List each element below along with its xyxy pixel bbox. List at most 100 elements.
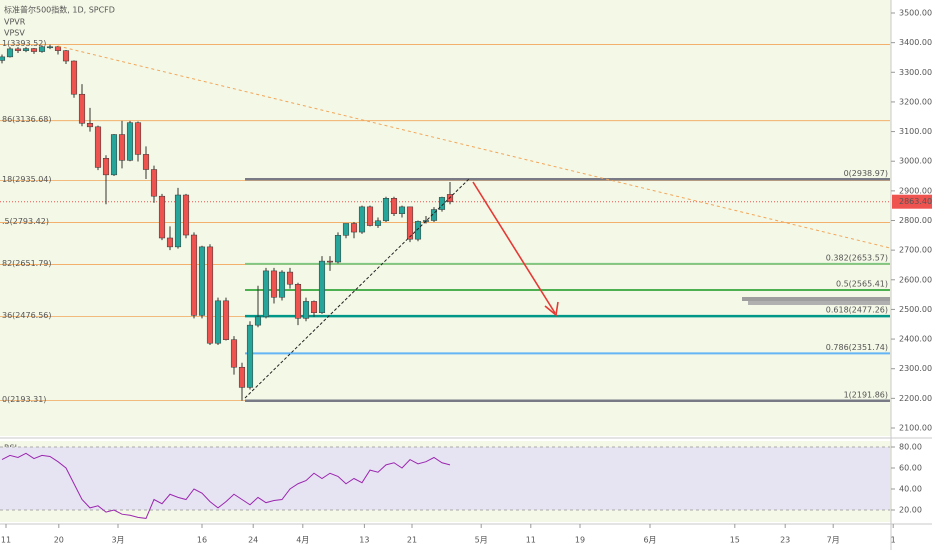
volume-profile <box>742 297 890 301</box>
fib-label: 1(2191.86) <box>844 390 888 399</box>
candle-body <box>158 195 166 239</box>
x-tick-label: 3月 <box>111 536 124 545</box>
candle-body <box>438 197 446 210</box>
candle-body <box>286 271 294 285</box>
candle-body <box>302 301 310 319</box>
x-tick-label: 4月 <box>296 536 309 545</box>
candle-body <box>78 93 86 124</box>
x-tick-label: 5月 <box>475 536 488 545</box>
y-tick-label: 3300.00 <box>899 68 932 77</box>
fib-label: 18(2935.04) <box>2 175 52 184</box>
chart-title: 标准普尔500指数, 1D, SPCFD <box>4 5 115 15</box>
y-tick-label: 3100.00 <box>899 127 932 136</box>
candle-body <box>326 260 334 263</box>
x-tick-label: 7月 <box>827 536 840 545</box>
fib-label: 0.786(2351.74) <box>826 343 888 352</box>
x-tick-label: 19 <box>575 536 585 545</box>
fib-label: 0.618(2477.26) <box>826 306 888 315</box>
x-tick-label: 23 <box>780 536 790 545</box>
y-tick-label: 3500.00 <box>899 9 932 18</box>
candle-body <box>206 246 214 344</box>
candle-body <box>254 316 262 326</box>
candle-body <box>350 223 358 233</box>
candle-body <box>118 134 126 161</box>
candle-body <box>230 339 238 368</box>
candle-body <box>414 221 422 240</box>
plot <box>0 44 890 403</box>
candle-body <box>246 324 254 388</box>
candle-body <box>342 223 350 236</box>
candle-body <box>406 206 414 240</box>
candle-body <box>22 48 30 51</box>
candle-body <box>278 271 286 298</box>
candle-body <box>334 235 342 263</box>
x-tick-label: 11 <box>526 536 536 545</box>
candle-body <box>30 48 38 52</box>
fib-label: 0(2193.31) <box>2 395 46 404</box>
candle-body <box>166 237 174 248</box>
candle-body <box>142 154 150 170</box>
fib-label: .5(2793.42) <box>2 217 49 226</box>
y-tick-label: 2500.00 <box>899 305 932 314</box>
fib-label: 86(3136.68) <box>2 115 52 124</box>
last-price-tag <box>892 194 932 209</box>
candle-body <box>238 366 246 388</box>
fib-label: 0.382(2653.57) <box>826 253 888 262</box>
candle-body <box>294 283 302 319</box>
candle-body <box>126 122 134 161</box>
x-tick-label: 16 <box>197 536 207 545</box>
arrow-head <box>544 301 559 317</box>
candle-body <box>310 301 318 313</box>
candle-body <box>390 198 398 214</box>
candle-body <box>110 134 118 176</box>
candle-body <box>358 206 366 233</box>
candle-body <box>214 300 222 344</box>
fib-label: 0(2938.97) <box>844 169 888 178</box>
x-tick-label: 1 <box>891 536 896 545</box>
candle-body <box>382 198 390 222</box>
indicator-label: VPSV <box>4 29 25 38</box>
fib-label: 1(3393.52) <box>2 39 46 48</box>
candle-body <box>398 206 406 214</box>
y-tick-label: 2700.00 <box>899 246 932 255</box>
y-tick-label: 3000.00 <box>899 157 932 166</box>
candle-body <box>174 194 182 248</box>
fib-label: 0.5(2565.41) <box>836 280 888 289</box>
candle-body <box>94 126 102 168</box>
fib-label: 82(2651.79) <box>2 259 52 268</box>
candle-body <box>38 46 46 52</box>
candle-body <box>62 50 70 62</box>
trend-line <box>57 45 891 249</box>
candle-body <box>182 194 190 236</box>
main-pane <box>0 0 891 436</box>
y-tick-label: 2100.00 <box>899 424 932 433</box>
candle-body <box>70 60 78 95</box>
last-price-label: 2863.40 <box>899 197 932 206</box>
x-tick-label: 6月 <box>643 536 656 545</box>
x-tick-label: 11 <box>1 536 11 545</box>
y-tick-label: 80.00 <box>899 443 922 452</box>
y-tick-label: 20.00 <box>899 506 922 515</box>
x-tick-label: 15 <box>730 536 740 545</box>
y-tick-label: 2300.00 <box>899 364 932 373</box>
candle-body <box>262 270 270 318</box>
candle-body <box>366 206 374 226</box>
x-tick-label: 20 <box>54 536 64 545</box>
x-tick-label: 21 <box>407 536 417 545</box>
y-tick-label: 2400.00 <box>899 335 932 344</box>
y-tick-label: 2600.00 <box>899 275 932 284</box>
candle-body <box>430 209 438 221</box>
candle-body <box>318 260 326 313</box>
y-tick-label: 2900.00 <box>899 186 932 195</box>
x-tick-label: 13 <box>359 536 369 545</box>
candle-body <box>46 46 54 49</box>
candle-body <box>198 246 206 316</box>
candle-body <box>150 169 158 197</box>
candle-body <box>134 122 142 155</box>
candle-body <box>54 46 62 51</box>
candle-body <box>14 48 22 51</box>
candle-body <box>222 300 230 340</box>
y-tick-label: 60.00 <box>899 464 922 473</box>
y-tick-label: 40.00 <box>899 485 922 494</box>
